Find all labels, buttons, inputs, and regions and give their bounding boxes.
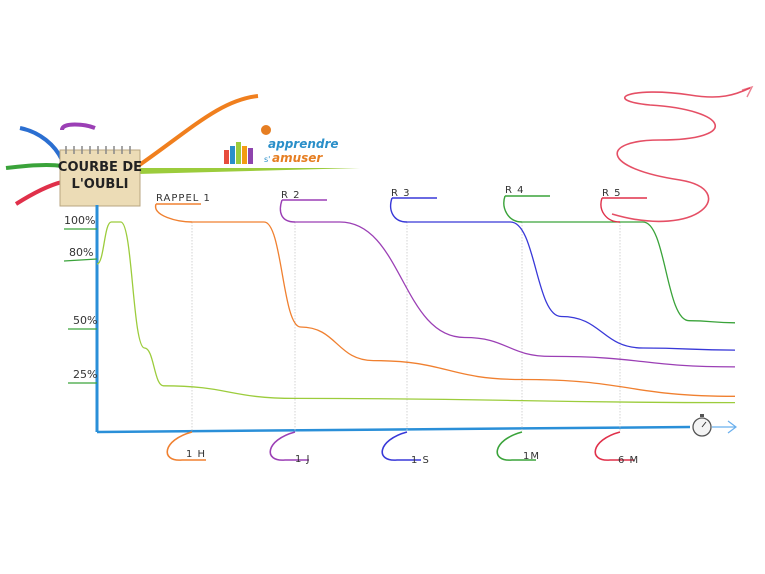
- banner-branch-blue: [19, 126, 64, 161]
- review-labels: RAPPEL 1 R 2 R 3 R 4 R 5: [156, 185, 622, 204]
- logo-book-red: [224, 150, 229, 164]
- retention-curve-3: [295, 221, 736, 368]
- x-tick-label: 1 S: [411, 455, 430, 466]
- x-tick-label: 1 J: [295, 454, 311, 465]
- review-label-hook-5: [600, 197, 647, 223]
- logo-mascot-icon: [261, 125, 271, 135]
- banner-branch-purple: [60, 122, 96, 131]
- retention-curve-1: [96, 221, 736, 404]
- banner-branch-red: [14, 180, 63, 206]
- y-tick-labels: 100% 80% 50% 25%: [63, 214, 98, 384]
- y-tick-label: 25%: [73, 368, 97, 381]
- label-hooks: [155, 195, 647, 461]
- x-tick-label: 1 H: [186, 449, 206, 460]
- x-label-hook-1: [166, 431, 206, 461]
- retention-curve-2: [192, 221, 736, 397]
- x-label-hook-2: [269, 431, 309, 461]
- review-label-hook-2: [279, 199, 327, 223]
- x-label-hook-3: [381, 431, 421, 461]
- recall-dotted-lines: [191, 222, 621, 432]
- retention-curves: [96, 221, 736, 404]
- x-label-hook-5: [594, 431, 634, 461]
- title-line-1: COURBE DE: [58, 160, 142, 175]
- logo: apprendre s' amuser: [224, 125, 339, 165]
- y-tick-label: 100%: [64, 214, 95, 227]
- retention-curve-5: [522, 221, 736, 324]
- x-tick-labels: 1 H 1 J 1 S 1M 6 M: [186, 449, 639, 466]
- logo-word-2: amuser: [272, 151, 323, 165]
- title-banner: COURBE DE L'OUBLI: [5, 94, 360, 207]
- logo-book-blue: [230, 146, 235, 164]
- scribble-arrow-head: [741, 85, 754, 98]
- notepad: [59, 149, 141, 207]
- x-axis-arrow: [712, 420, 737, 434]
- x-tick-label: 6 M: [618, 455, 639, 466]
- banner-branch-green: [5, 162, 63, 170]
- notepad-rings: [65, 146, 131, 154]
- stopwatch-icon: [692, 414, 712, 437]
- scribble-arrow: [611, 87, 751, 223]
- banner-branch-lime: [138, 168, 360, 174]
- logo-book-green: [236, 142, 241, 164]
- review-label-hook-1: [155, 203, 201, 223]
- logo-word-1: apprendre: [268, 137, 339, 151]
- x-tick-label: 1M: [523, 451, 540, 462]
- retention-curve-4: [407, 221, 736, 351]
- logo-book-orange: [242, 146, 247, 164]
- x-label-hook-4: [496, 431, 536, 461]
- logo-book-purple: [248, 148, 253, 164]
- y-tick-label: 80%: [69, 246, 93, 259]
- review-label-hook-3: [389, 197, 437, 223]
- logo-prefix: s': [264, 155, 270, 164]
- review-label: R 5: [602, 188, 622, 199]
- banner-branch-orange: [136, 94, 259, 168]
- review-label: R 4: [505, 185, 525, 196]
- x-axis: [96, 425, 691, 434]
- axes: [95, 205, 737, 437]
- title-line-2: L'OUBLI: [72, 177, 129, 192]
- review-label: R 2: [281, 190, 301, 201]
- review-label: R 3: [391, 188, 411, 199]
- review-label: RAPPEL 1: [156, 193, 211, 204]
- y-tick-label: 50%: [73, 314, 97, 327]
- y-tick-underline: [63, 258, 98, 262]
- review-label-hook-4: [503, 195, 550, 223]
